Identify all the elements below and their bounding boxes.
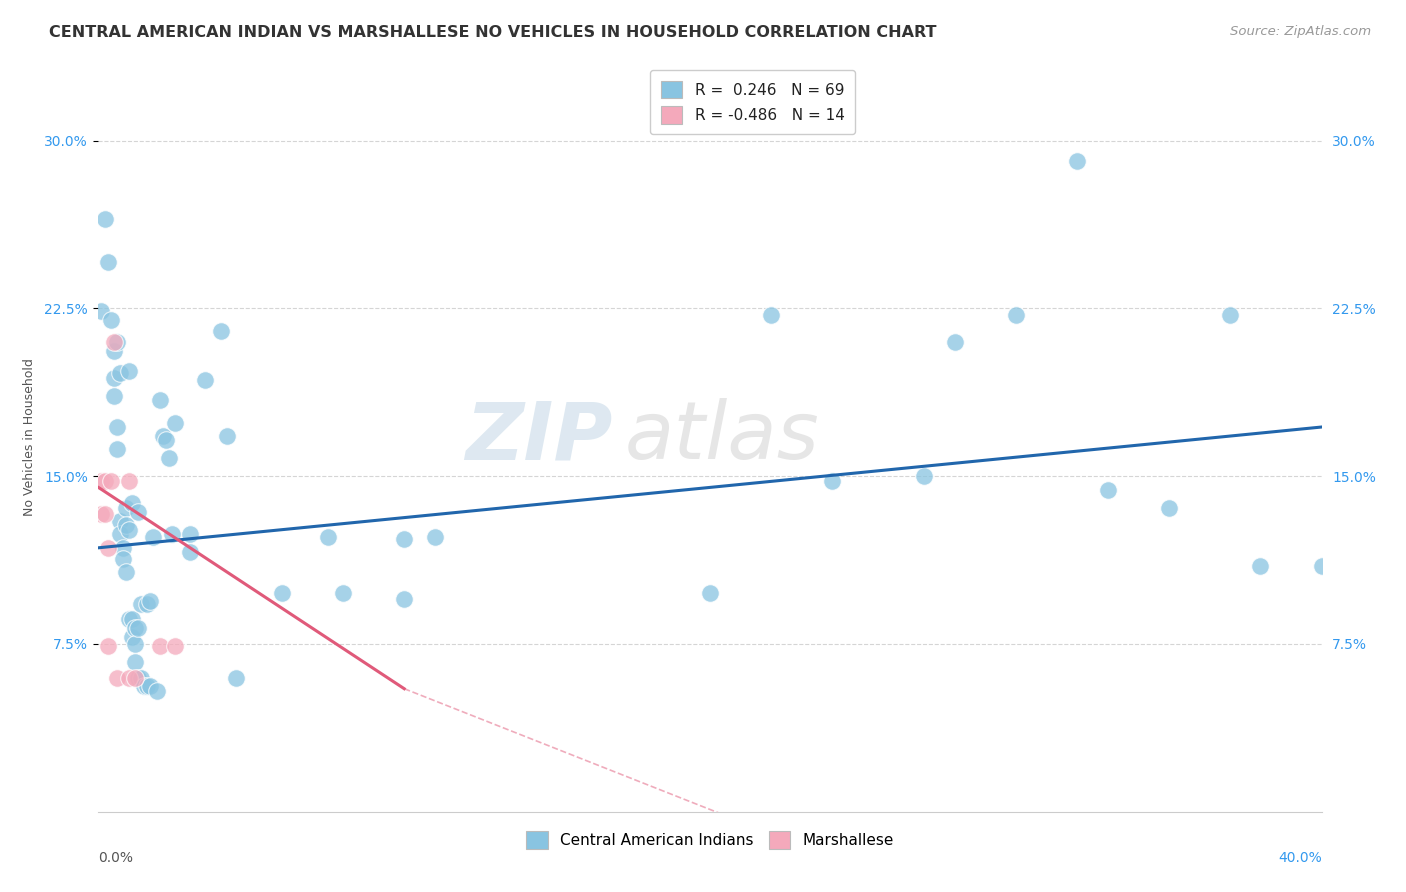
Point xyxy=(105,420,128,434)
Point xyxy=(163,639,186,653)
Point xyxy=(124,637,146,651)
Text: Source: ZipAtlas.com: Source: ZipAtlas.com xyxy=(1230,25,1371,38)
Point xyxy=(160,527,183,541)
Point xyxy=(194,373,217,387)
Point xyxy=(209,324,232,338)
Point xyxy=(392,532,416,546)
Point xyxy=(821,474,844,488)
Point xyxy=(97,639,120,653)
Point xyxy=(139,680,162,694)
Point xyxy=(1097,483,1119,497)
Point xyxy=(111,552,134,566)
Point xyxy=(127,671,149,685)
Point xyxy=(157,451,180,466)
Point xyxy=(90,508,112,522)
Point xyxy=(134,680,156,694)
Point xyxy=(93,508,115,522)
Point xyxy=(699,585,721,599)
Point xyxy=(103,334,125,349)
Point xyxy=(179,545,201,559)
Point xyxy=(912,469,935,483)
Y-axis label: No Vehicles in Household: No Vehicles in Household xyxy=(22,359,35,516)
Point xyxy=(316,530,339,544)
Point xyxy=(136,597,159,611)
Text: 40.0%: 40.0% xyxy=(1278,851,1322,864)
Point xyxy=(332,585,354,599)
Point xyxy=(105,671,128,685)
Point xyxy=(145,684,167,698)
Point xyxy=(90,474,112,488)
Point xyxy=(1249,558,1271,573)
Point xyxy=(115,566,138,580)
Point xyxy=(118,671,141,685)
Point xyxy=(1157,500,1180,515)
Point xyxy=(93,212,115,227)
Point xyxy=(423,530,446,544)
Point xyxy=(225,671,247,685)
Point xyxy=(1219,308,1241,322)
Point xyxy=(124,655,146,669)
Point xyxy=(155,434,177,448)
Point xyxy=(149,393,172,408)
Point xyxy=(103,389,125,403)
Point xyxy=(118,474,141,488)
Point xyxy=(179,527,201,541)
Point xyxy=(136,680,159,694)
Point xyxy=(124,671,146,685)
Point xyxy=(105,442,128,457)
Point xyxy=(149,639,172,653)
Text: CENTRAL AMERICAN INDIAN VS MARSHALLESE NO VEHICLES IN HOUSEHOLD CORRELATION CHAR: CENTRAL AMERICAN INDIAN VS MARSHALLESE N… xyxy=(49,25,936,40)
Point xyxy=(93,474,115,488)
Point xyxy=(1004,308,1026,322)
Point xyxy=(129,671,152,685)
Point xyxy=(118,612,141,626)
Text: ZIP: ZIP xyxy=(465,398,612,476)
Point xyxy=(103,371,125,385)
Point xyxy=(127,621,149,635)
Point xyxy=(108,514,131,528)
Point xyxy=(121,630,143,644)
Point xyxy=(759,308,782,322)
Point xyxy=(115,500,138,515)
Point xyxy=(108,367,131,381)
Point xyxy=(100,474,122,488)
Text: atlas: atlas xyxy=(624,398,820,476)
Point xyxy=(215,429,238,443)
Point xyxy=(97,254,120,268)
Point xyxy=(118,364,141,378)
Point xyxy=(100,312,122,326)
Point xyxy=(124,621,146,635)
Point xyxy=(943,334,966,349)
Point xyxy=(142,530,165,544)
Point xyxy=(121,496,143,510)
Point xyxy=(115,518,138,533)
Point xyxy=(139,594,162,608)
Text: 0.0%: 0.0% xyxy=(98,851,134,864)
Point xyxy=(392,592,416,607)
Point xyxy=(97,541,120,555)
Point xyxy=(127,505,149,519)
Point xyxy=(129,597,152,611)
Point xyxy=(1310,558,1333,573)
Point xyxy=(270,585,292,599)
Point xyxy=(152,429,174,443)
Point xyxy=(163,416,186,430)
Point xyxy=(121,612,143,626)
Point xyxy=(90,303,112,318)
Point xyxy=(118,523,141,537)
Point xyxy=(103,343,125,358)
Point xyxy=(108,527,131,541)
Legend: Central American Indians, Marshallese: Central American Indians, Marshallese xyxy=(519,823,901,856)
Point xyxy=(111,541,134,555)
Point xyxy=(105,334,128,349)
Point xyxy=(1066,153,1088,168)
